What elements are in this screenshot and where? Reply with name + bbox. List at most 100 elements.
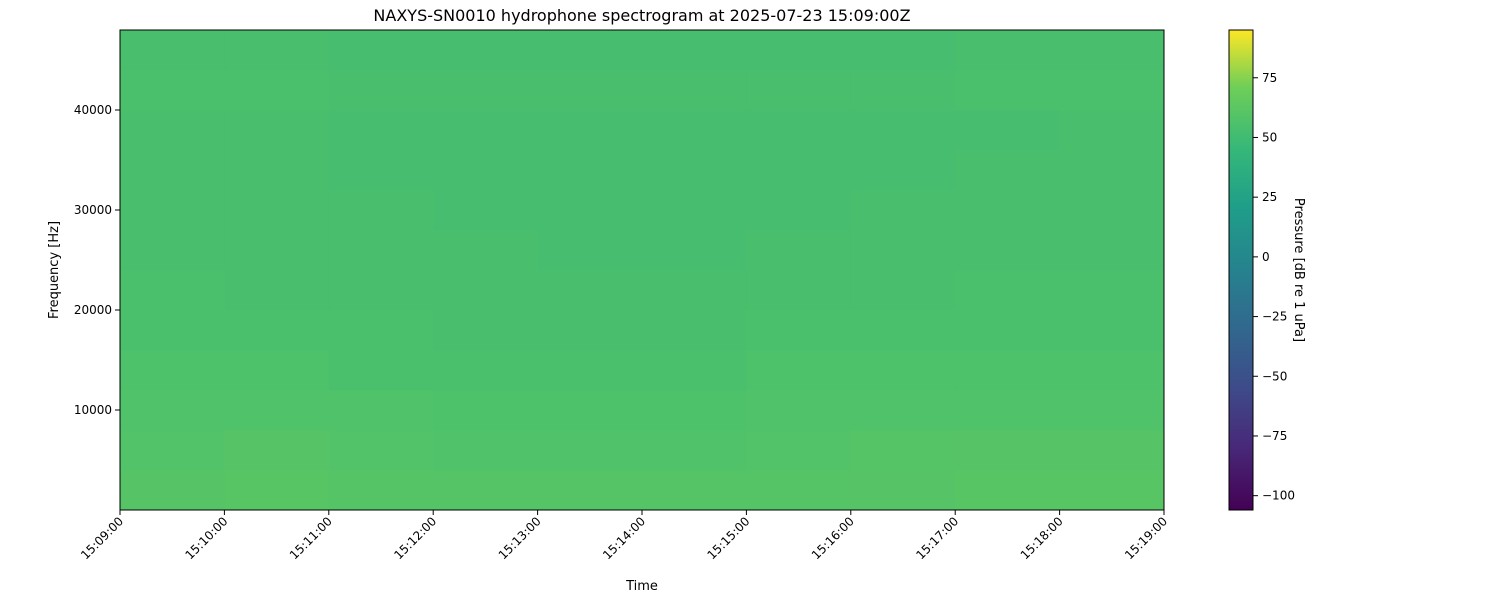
heatmap-cell [746,190,852,231]
heatmap-cell [433,150,539,191]
heatmap-cell [537,230,643,271]
heatmap-cell [850,30,956,71]
heatmap-cell [537,70,643,111]
heatmap-cell [120,470,225,511]
heatmap-cell [120,110,225,151]
heatmap-cell [1059,30,1165,71]
heatmap-cell [433,310,539,351]
heatmap-cell [1059,150,1165,191]
heatmap-cell [224,190,330,231]
heatmap-cell [746,270,852,311]
heatmap-cell [1059,190,1165,231]
heatmap-cell [642,350,747,391]
heatmap-cell [850,150,956,191]
heatmap-cell [1059,430,1165,471]
heatmap-cell [850,350,956,391]
heatmap-cell [746,150,852,191]
heatmap-cell [224,470,330,511]
heatmap-cell [328,390,434,431]
x-axis-ticks: 15:09:00 15:10:00 15:11:00 15:12:00 15:13:00… [78,510,1170,562]
heatmap-cell [537,190,643,231]
colorbar-tick-label: 75 [1262,71,1277,85]
heatmap-cell [1059,110,1165,151]
heatmap-cell [224,270,330,311]
colorbar-ticks: −100 −75 −50 −25 0 25 50 75 [1253,71,1295,503]
heatmap-cell [433,230,539,271]
heatmap-cell [224,350,330,391]
heatmap-cell [642,70,747,111]
heatmap-cell [120,350,225,391]
heatmap-cell [1059,270,1165,311]
heatmap-cell [433,70,539,111]
colorbar-label: Pressure [dB re 1 uPa] [1291,198,1306,342]
y-tick-label: 10000 [74,403,112,417]
heatmap-cell [850,470,956,511]
heatmap-cell [642,110,747,151]
heatmap-cell [850,430,956,471]
x-tick-label: 15:12:00 [391,514,439,562]
y-tick-label: 20000 [74,303,112,317]
heatmap-cell [955,470,1061,511]
heatmap-cell [1059,390,1165,431]
heatmap-cell [120,270,225,311]
heatmap-cell [328,150,434,191]
heatmap-cell [955,230,1061,271]
heatmap-cells [120,30,1165,511]
heatmap-cell [746,390,852,431]
heatmap-cell [537,110,643,151]
colorbar-tick-label: −50 [1262,369,1287,383]
heatmap-cell [537,30,643,71]
heatmap-cell [850,310,956,351]
heatmap-cell [746,350,852,391]
heatmap-cell [328,350,434,391]
heatmap-cell [955,110,1061,151]
heatmap-cell [1059,310,1165,351]
heatmap-cell [537,350,643,391]
x-tick-label: 15:10:00 [183,514,231,562]
heatmap-cell [224,430,330,471]
heatmap-cell [746,430,852,471]
heatmap-cell [955,70,1061,111]
heatmap-cell [433,470,539,511]
heatmap-cell [955,190,1061,231]
x-tick-label: 15:19:00 [1122,514,1170,562]
x-tick-label: 15:13:00 [496,514,544,562]
y-axis-ticks: 10000 20000 30000 40000 [74,103,120,417]
heatmap-cell [328,110,434,151]
x-tick-label: 15:11:00 [287,514,335,562]
heatmap-cell [746,110,852,151]
heatmap-cell [433,30,539,71]
heatmap-cell [433,430,539,471]
heatmap-cell [433,270,539,311]
heatmap-cell [433,190,539,231]
x-tick-label: 15:17:00 [913,514,961,562]
colorbar-tick-label: 25 [1262,190,1277,204]
heatmap-cell [955,390,1061,431]
heatmap-cell [328,190,434,231]
heatmap-cell [850,390,956,431]
x-tick-label: 15:18:00 [1018,514,1066,562]
heatmap-cell [850,110,956,151]
heatmap-cell [746,470,852,511]
heatmap-cell [224,150,330,191]
y-axis-label: Frequency [Hz] [47,221,62,319]
heatmap-cell [120,30,225,71]
heatmap-cell [537,270,643,311]
heatmap-cell [955,150,1061,191]
heatmap-cell [537,470,643,511]
heatmap-cell [120,150,225,191]
colorbar-tick-label: 50 [1262,130,1277,144]
heatmap-cell [850,70,956,111]
heatmap-cell [955,30,1061,71]
heatmap-cell [328,30,434,71]
heatmap-cell [224,70,330,111]
heatmap-cell [642,270,747,311]
heatmap-cell [746,70,852,111]
heatmap-cell [1059,230,1165,271]
heatmap-cell [850,230,956,271]
x-tick-label: 15:15:00 [705,514,753,562]
heatmap-cell [224,30,330,71]
heatmap-cell [642,470,747,511]
heatmap-cell [1059,350,1165,391]
